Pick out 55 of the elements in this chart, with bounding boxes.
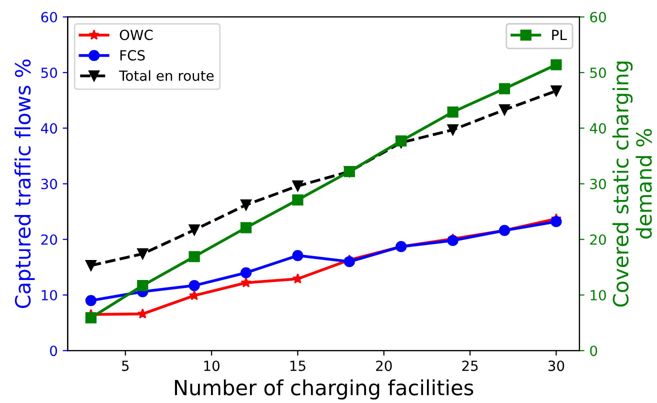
x-tick-label: 5 bbox=[122, 360, 129, 372]
point bbox=[188, 251, 200, 262]
legend-label: OWC bbox=[120, 30, 153, 40]
point bbox=[137, 248, 148, 260]
point bbox=[85, 312, 96, 324]
y2-axis-title: Covered static charging demand % bbox=[612, 62, 652, 307]
point bbox=[550, 59, 562, 70]
point bbox=[240, 277, 252, 288]
y-tick-label: 40 bbox=[40, 123, 58, 134]
y2-tick-label: 40 bbox=[590, 123, 606, 134]
point bbox=[498, 83, 510, 94]
point bbox=[85, 295, 96, 306]
y-tick-label: 60 bbox=[41, 12, 58, 22]
point bbox=[189, 290, 200, 300]
y2-tick-label: 0 bbox=[590, 346, 598, 356]
point bbox=[550, 216, 562, 228]
y2-tick-label: 10 bbox=[590, 290, 606, 300]
y-tick-label: 50 bbox=[41, 68, 58, 78]
x-tick-label: 10 bbox=[204, 360, 220, 372]
x-tick-label: 20 bbox=[376, 360, 392, 372]
point bbox=[447, 234, 458, 246]
point bbox=[447, 106, 458, 118]
legend-label: FCS bbox=[120, 50, 145, 61]
point bbox=[447, 124, 458, 136]
x-axis-title: Number of charging facilities bbox=[174, 379, 474, 400]
point bbox=[85, 260, 96, 272]
y-tick-label: 0 bbox=[50, 346, 58, 356]
point bbox=[396, 135, 407, 146]
x-tick-label: 25 bbox=[462, 360, 478, 372]
point bbox=[188, 224, 200, 236]
point bbox=[292, 250, 304, 262]
point bbox=[240, 267, 252, 278]
point bbox=[240, 222, 252, 234]
point bbox=[137, 308, 148, 319]
y2-tick-label: 50 bbox=[590, 68, 606, 78]
point bbox=[498, 104, 510, 116]
legend-label: Total en route bbox=[119, 70, 214, 81]
legend-label: PL bbox=[552, 30, 567, 40]
point bbox=[292, 180, 304, 192]
point bbox=[188, 280, 200, 292]
point bbox=[550, 85, 562, 96]
point bbox=[292, 194, 304, 206]
x-tick-label: 30 bbox=[548, 360, 564, 372]
y2-tick-label: 20 bbox=[590, 234, 606, 245]
point bbox=[240, 199, 252, 210]
point bbox=[344, 256, 355, 268]
point bbox=[292, 273, 304, 284]
y-tick-label: 10 bbox=[42, 290, 58, 300]
y2-tick-label: 60 bbox=[590, 12, 606, 22]
y-tick-label: 30 bbox=[41, 178, 58, 190]
y-axis-title: Captured traffic flows % bbox=[14, 59, 35, 308]
y2-tick-label: 30 bbox=[590, 178, 606, 190]
x-tick-label: 15 bbox=[290, 360, 306, 372]
point bbox=[137, 280, 148, 292]
y-tick-label: 20 bbox=[41, 234, 58, 245]
